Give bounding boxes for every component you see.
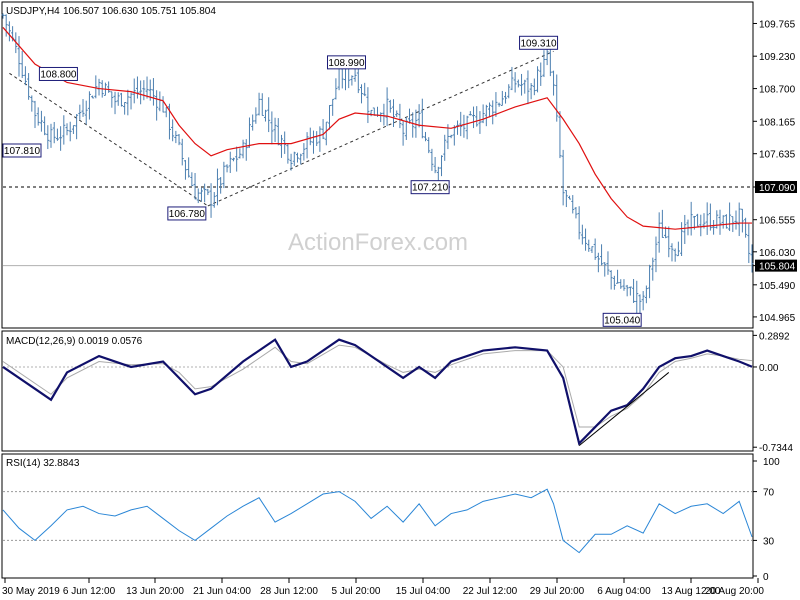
annotation-box [326,55,366,70]
macd-y-tick-label: 0.00 [759,363,779,374]
price-y-tick-label: 107.090 [759,183,796,194]
annotation-box [2,143,42,158]
annotation-label: 108.800 [40,69,77,80]
annotation-label: 106.780 [169,209,206,220]
rsi-y-tick-label: 0 [763,572,769,583]
x-tick-label: 13 Jun 20:00 [126,586,184,597]
y-axis-ticks: 109.765 109.230 108.700 108.165 107.635 107.0… [753,19,797,583]
annotation-label: 109.310 [520,38,557,49]
x-tick-label: 6 Aug 04:00 [597,586,651,597]
price-y-tick-label: 108.165 [759,117,796,128]
x-tick-label: 20 Aug 20:00 [705,586,764,597]
macd-y-tick-label: 0.2892 [759,331,790,342]
price-annotations: 107.810 108.800 106.780 108.990 107.210 109.3… [2,35,642,327]
rsi-header: RSI(14) 32.8843 [6,458,80,469]
x-tick-label: 30 May 2019 [2,586,60,597]
price-y-tick-label: 105.490 [759,281,796,292]
rsi-y-tick-label: 70 [763,488,775,499]
watermark: ActionForex.com [288,229,468,256]
x-axis-ticks: 30 May 2019 6 Jun 12:00 13 Jun 20:00 21 Jun… [2,578,764,597]
price-bars [1,13,754,314]
annotation-box [410,180,450,195]
x-tick-label: 6 Jun 12:00 [63,586,116,597]
annotation-box [602,312,642,327]
rsi-line-path [2,488,753,554]
annotation-label: 107.810 [4,146,41,157]
price-y-tick-label: 105.804 [759,262,796,273]
macd-signal-line [2,344,753,428]
moving-average-line [2,27,752,230]
macd-panel-frame [1,330,754,452]
macd-main-line [2,338,753,446]
macd-y-tick-label: -0.7344 [759,443,793,454]
macd-header: MACD(12,26,9) 0.0019 0.0576 [6,336,143,347]
rsi-y-tick-label: 100 [763,457,780,468]
x-tick-label: 13 Aug 12:00 [662,586,721,597]
rsi-y-tick-label: 30 [763,536,775,547]
price-y-tick-label: 106.030 [759,248,796,259]
annotation-label: 108.990 [328,58,365,69]
rsi-panel-frame [1,453,754,579]
price-y-tick-label: 107.635 [759,150,796,161]
price-y-tick-label: 106.555 [759,216,796,227]
price-panel-frame [1,1,754,329]
x-tick-label: 15 Jul 04:00 [396,586,451,597]
annotation-box [167,206,207,221]
price-y-tick-label: 109.230 [759,52,796,63]
price-y-tag [755,259,797,272]
symbol-label: USDJPY,H4 [6,6,60,17]
price-y-tick-label: 104.965 [759,313,796,324]
macd-trendline [578,372,670,447]
ohlc-header: 106.507 106.630 105.751 105.804 [63,6,216,17]
x-tick-label: 29 Jul 20:00 [530,586,585,597]
macd-lines [2,338,753,447]
price-y-tag [755,181,797,194]
annotation-label: 105.040 [604,315,641,326]
moving-average [2,27,752,230]
x-tick-label: 22 Jul 12:00 [463,586,518,597]
annotation-box [38,66,78,81]
rsi-line [2,488,753,554]
trendline-down [9,72,209,207]
x-tick-label: 21 Jun 04:00 [193,586,251,597]
x-tick-label: 28 Jun 12:00 [260,586,318,597]
x-tick-label: 5 Jul 20:00 [332,586,381,597]
annotation-label: 107.210 [412,183,449,194]
price-y-tick-label: 109.765 [759,19,796,30]
annotation-box [519,35,559,50]
price-y-tick-label: 108.700 [759,85,796,96]
